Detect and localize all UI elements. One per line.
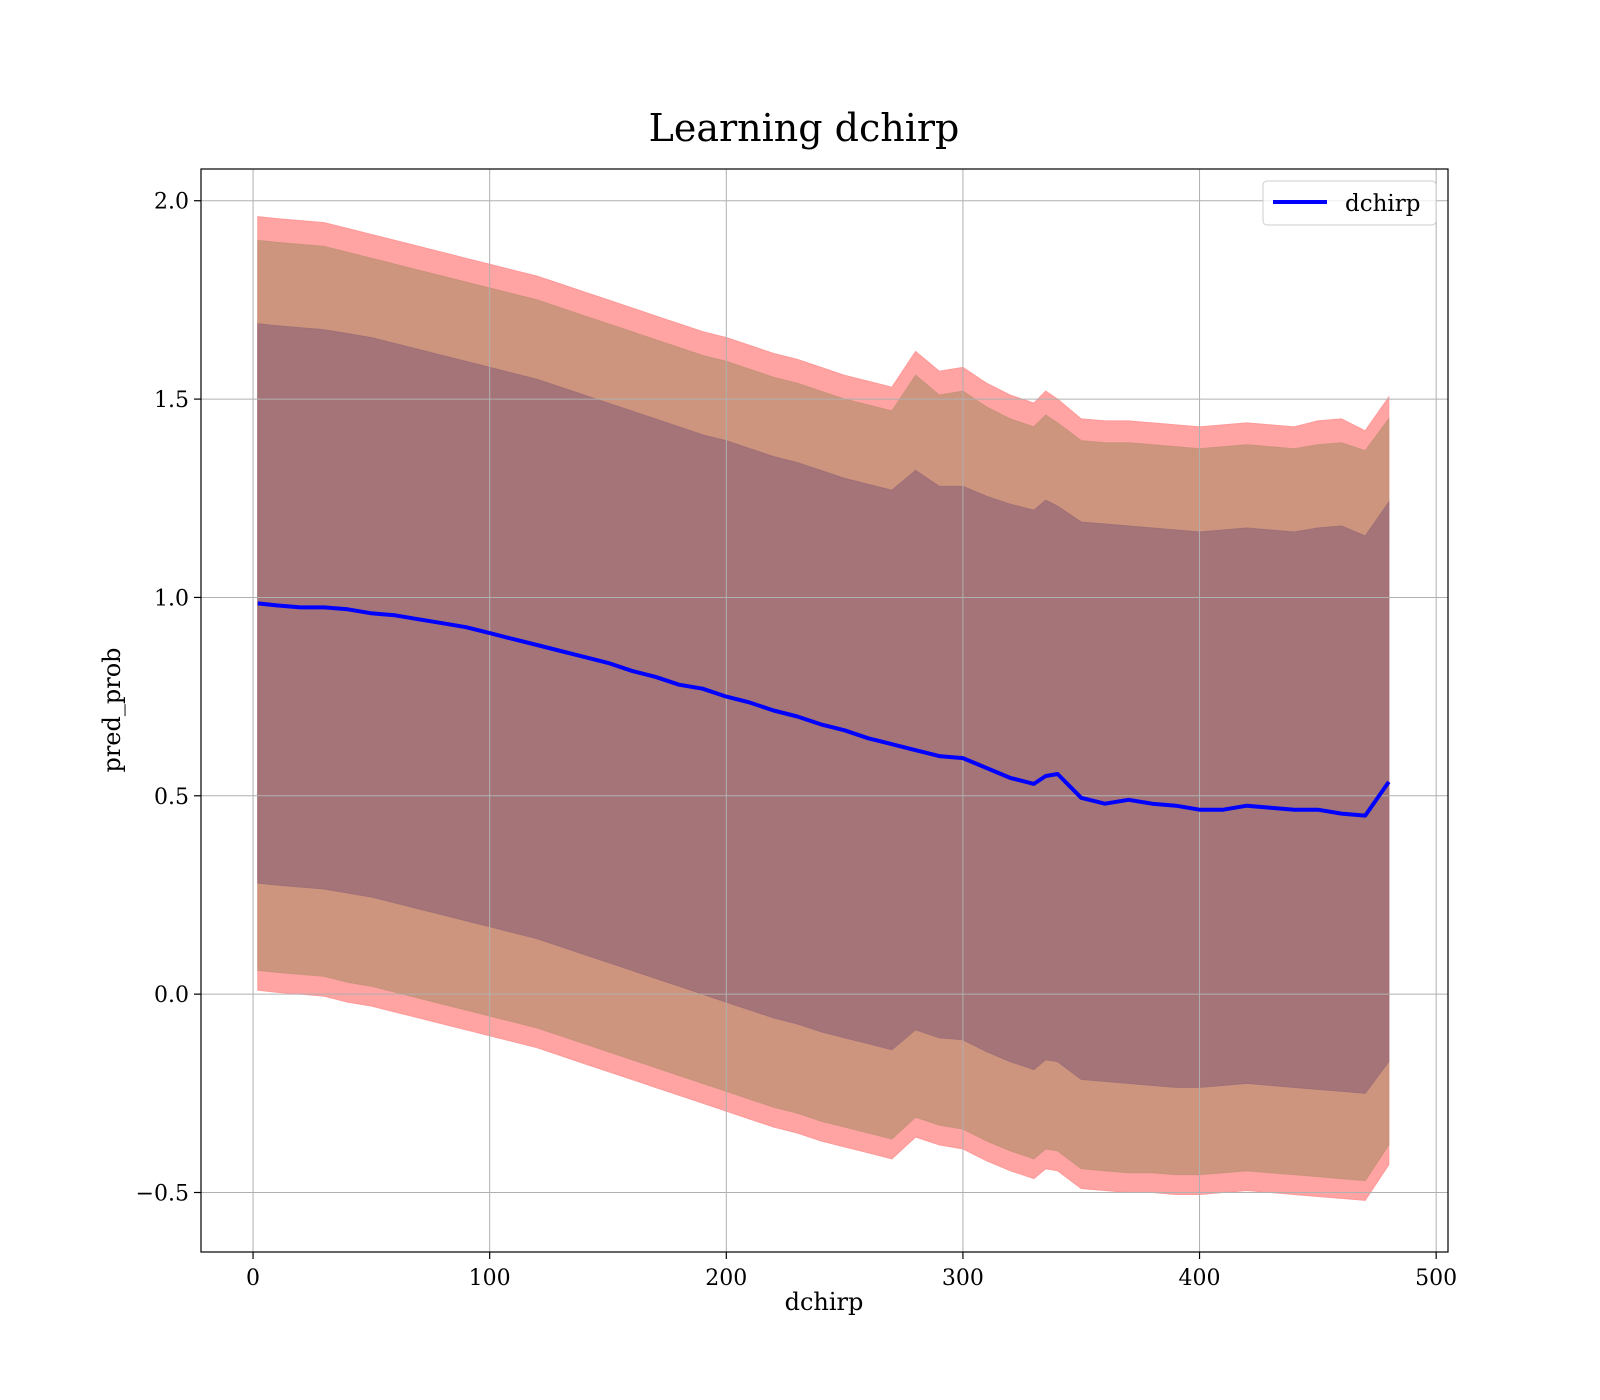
x-tick-label: 400 xyxy=(1179,1266,1221,1291)
legend-label: dchirp xyxy=(1345,191,1421,217)
plot-frame xyxy=(200,168,1449,1253)
y-tick-label: 1.5 xyxy=(154,388,189,413)
y-axis-ticks: −0.5 0.0 0.5 1.0 1.5 2.0 xyxy=(136,190,201,1206)
y-tick-label: 2.0 xyxy=(154,190,189,215)
legend-box xyxy=(1262,180,1437,226)
band-inner xyxy=(257,323,1390,1094)
x-tick-label: 500 xyxy=(1415,1266,1457,1291)
y-tick-label: 0.5 xyxy=(154,785,189,810)
y-tick-label: 1.0 xyxy=(154,586,189,611)
legend: dchirp xyxy=(1262,180,1437,226)
y-tick-label: −0.5 xyxy=(136,1181,189,1206)
x-tick-label: 200 xyxy=(705,1266,747,1291)
x-tick-label: 300 xyxy=(942,1266,984,1291)
data-lines xyxy=(257,601,1391,818)
series-line-dchirp xyxy=(257,601,1391,818)
x-tick-label: 100 xyxy=(469,1266,511,1291)
y-tick-label: 0.0 xyxy=(154,983,189,1008)
grid xyxy=(201,169,1448,1252)
x-tick-label: 0 xyxy=(246,1266,260,1291)
x-axis-ticks: 0 100 200 300 400 500 xyxy=(246,1252,1457,1291)
y-axis-label: pred_prob xyxy=(98,647,126,772)
x-axis-label: dchirp xyxy=(785,1288,864,1316)
plot-area xyxy=(200,168,1449,1253)
chart-title: Learning dchirp xyxy=(649,106,960,150)
confidence-bands xyxy=(257,216,1390,1201)
